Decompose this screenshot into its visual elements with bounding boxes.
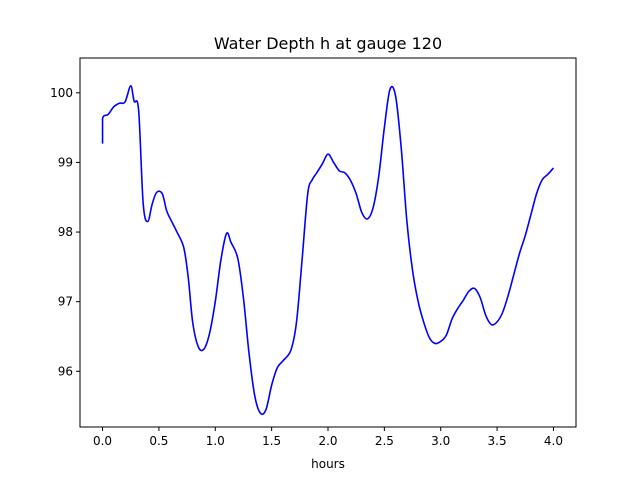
x-tick-label: 3.5 bbox=[488, 434, 507, 448]
y-tick-label: 100 bbox=[50, 86, 73, 100]
x-tick-label: 4.0 bbox=[544, 434, 563, 448]
x-tick-label: 0.0 bbox=[93, 434, 112, 448]
x-tick-label: 3.0 bbox=[431, 434, 450, 448]
x-tick-label: 1.5 bbox=[262, 434, 281, 448]
y-tick-label: 96 bbox=[58, 364, 73, 378]
x-tick-label: 2.5 bbox=[375, 434, 394, 448]
y-tick-label: 97 bbox=[58, 295, 73, 309]
x-tick-label: 2.0 bbox=[318, 434, 337, 448]
series-line bbox=[101, 85, 555, 416]
y-axis: 96 97 98 99 100 bbox=[50, 86, 80, 378]
x-tick-label: 1.0 bbox=[206, 434, 225, 448]
y-tick-label: 98 bbox=[58, 225, 73, 239]
x-axis-label: hours bbox=[311, 457, 345, 471]
y-tick-label: 99 bbox=[58, 155, 73, 169]
plot-area bbox=[79, 57, 577, 428]
x-axis: 0.0 0.5 1.0 1.5 2.0 2.5 3.0 3.5 4.0 bbox=[93, 427, 563, 448]
axes-frame bbox=[79, 57, 577, 428]
x-tick-label: 0.5 bbox=[149, 434, 168, 448]
chart-title: Water Depth h at gauge 120 bbox=[214, 34, 442, 53]
